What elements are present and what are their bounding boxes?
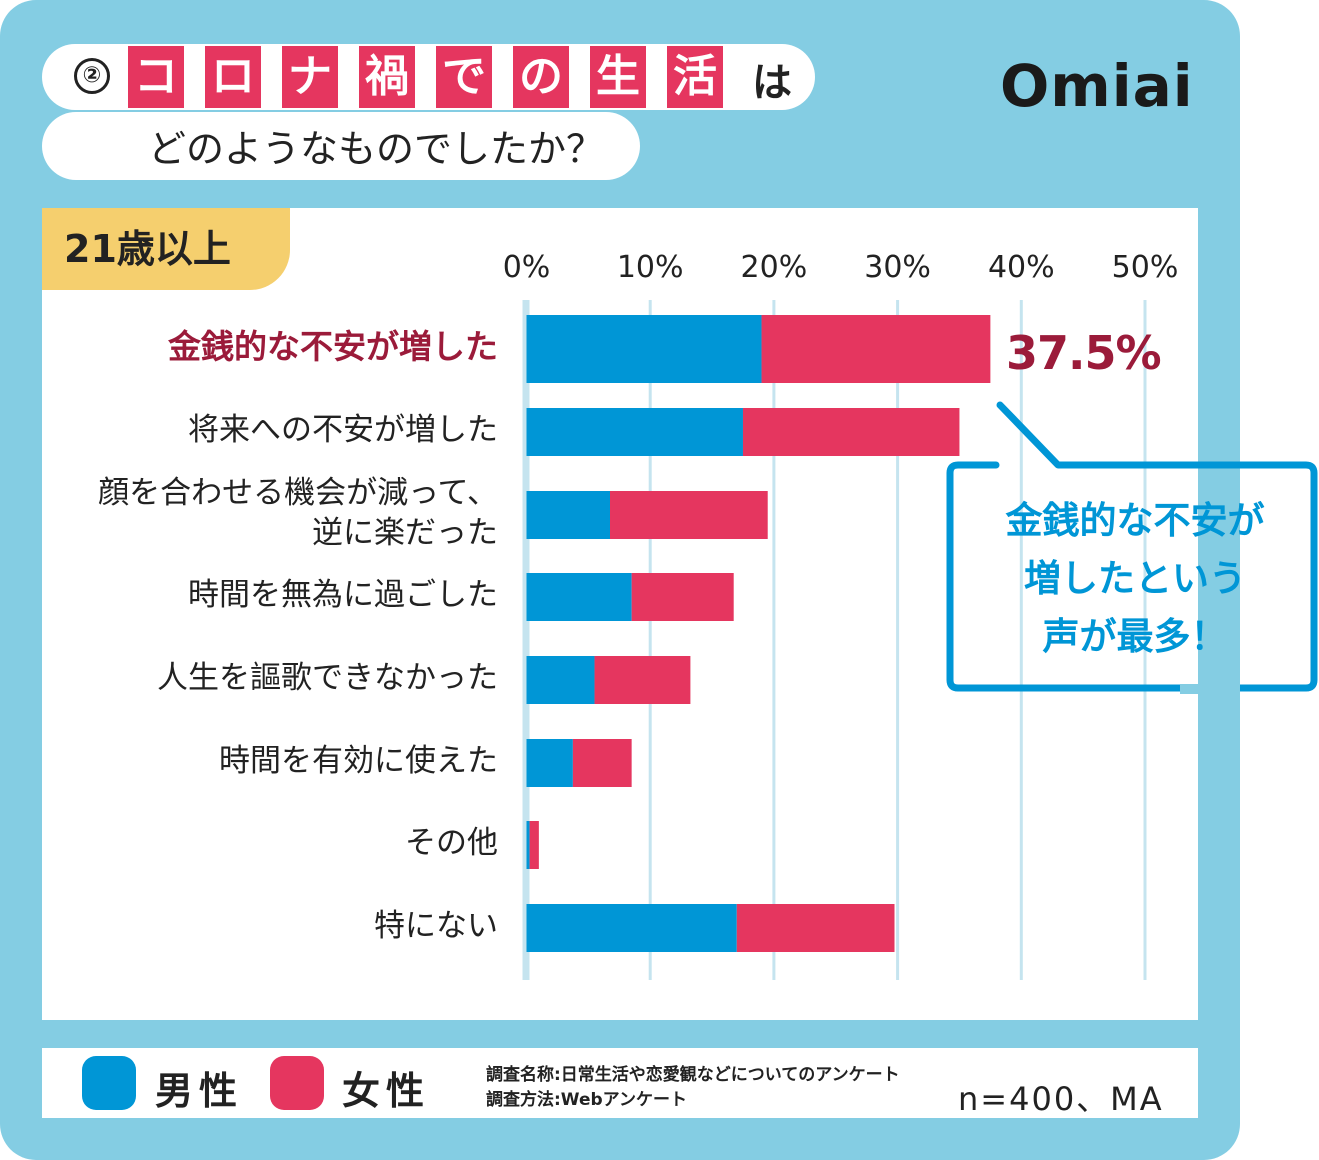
x-tick-label: 20% [740,250,808,285]
bar-male [526,656,595,704]
x-tick-label: 10% [616,250,684,285]
bar-female [594,656,691,704]
legend-label-male: 男性 [155,1069,244,1113]
title-number: ② [74,58,110,94]
title-char-box: ロ [205,46,261,108]
bar-female [529,821,539,869]
omiai-logo: Omiai [1000,52,1194,120]
callout-line: 声が最多！ [1042,615,1228,658]
legend-label-female: 女性 [342,1069,431,1113]
bar-male [526,904,737,952]
title-char-box: 禍 [359,46,415,108]
callout-text: 金銭的な不安が 増したという 声が最多！ [955,492,1315,666]
bar-male [526,573,632,621]
title-char-box: コ [128,46,184,108]
title-char-box: で [436,46,492,108]
highlight-value-label: 37.5% [1006,326,1162,380]
title-char-box: 活 [667,46,723,108]
bar-female [736,904,895,952]
legend-swatch-male [82,1056,136,1110]
bar-male [526,491,610,539]
age-group-tag: 21歳以上 [42,208,290,290]
category-label: 金銭的な不安が増した [168,327,498,366]
category-label: その他 [405,825,498,861]
title-char-box: の [513,46,569,108]
bar-male [526,821,530,869]
bar-female [572,739,632,787]
callout-box [946,401,1318,692]
sample-size: n=400、MA [958,1080,1164,1118]
category-label: 将来への不安が増した [188,412,498,448]
callout-line: 金銭的な不安が [1005,499,1265,542]
title-char-box: ナ [282,46,338,108]
bar-male [526,315,762,383]
title-suffix: は [752,60,792,106]
bar-male [526,408,743,456]
subtitle: どのようなものでしたか？ [148,127,605,171]
survey-name: 調査名称:日常生活や恋愛観などについてのアンケート [486,1065,900,1085]
x-tick-label: 30% [864,250,931,285]
legend-panel [42,1048,1198,1118]
category-label: 特にない [374,908,498,944]
title-char-box: 生 [590,46,646,108]
subtitle-pill [42,112,640,180]
x-tick-label: 0% [502,250,551,285]
callout-line: 増したという [1024,557,1246,600]
survey-method: 調査方法:Webアンケート [486,1090,687,1110]
bar-female [742,408,960,456]
bar-female [761,315,991,383]
callout-gap [1180,684,1240,694]
category-label: 顔を合わせる機会が減って、 逆に楽だった [98,475,498,551]
category-label: 人生を謳歌できなかった [157,660,498,696]
x-tick-label: 50% [1111,250,1179,285]
legend-swatch-female [270,1056,324,1110]
bar-female [609,491,768,539]
category-label: 時間を無為に過ごした [188,577,498,613]
zero-axis-line [522,300,530,980]
bar-male [526,739,573,787]
x-tick-label: 40% [987,250,1055,285]
bar-female [631,573,734,621]
category-label: 時間を有効に使えた [219,743,498,779]
